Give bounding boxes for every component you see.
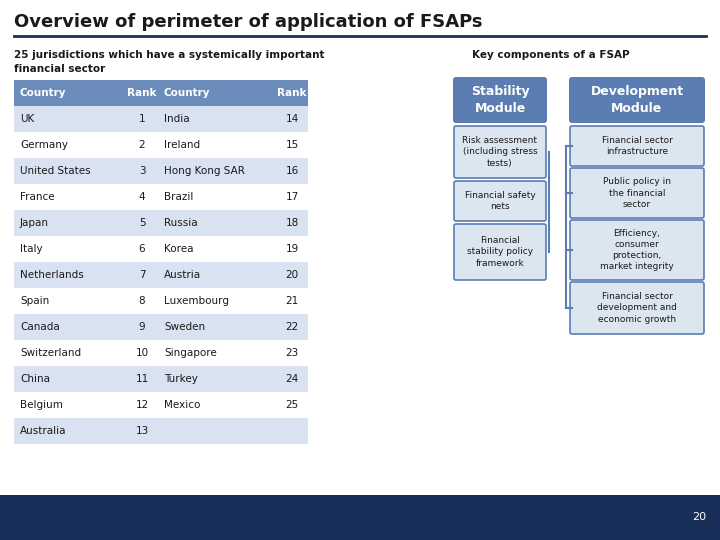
Bar xyxy=(14,184,308,210)
Text: Brazil: Brazil xyxy=(164,192,194,202)
Text: Stability
Module: Stability Module xyxy=(471,85,529,114)
Text: Canada: Canada xyxy=(20,322,60,332)
Text: United States: United States xyxy=(20,166,91,176)
Text: Switzerland: Switzerland xyxy=(20,348,81,358)
Text: 23: 23 xyxy=(285,348,299,358)
Text: Mexico: Mexico xyxy=(164,400,200,410)
Text: Financial sector
development and
economic growth: Financial sector development and economi… xyxy=(597,292,677,323)
Text: 15: 15 xyxy=(285,140,299,150)
Text: Rank: Rank xyxy=(127,88,157,98)
Text: Financial
stability policy
framework: Financial stability policy framework xyxy=(467,237,533,268)
FancyBboxPatch shape xyxy=(454,224,546,280)
Text: India: India xyxy=(164,114,189,124)
Text: 22: 22 xyxy=(285,322,299,332)
Text: Japan: Japan xyxy=(20,218,49,228)
Text: 4: 4 xyxy=(139,192,145,202)
Text: 25 jurisdictions which have a systemically important
financial sector: 25 jurisdictions which have a systemical… xyxy=(14,50,325,74)
FancyBboxPatch shape xyxy=(570,282,704,334)
Text: Australia: Australia xyxy=(20,426,66,436)
Text: 18: 18 xyxy=(285,218,299,228)
FancyBboxPatch shape xyxy=(454,181,546,221)
Text: 11: 11 xyxy=(135,374,148,384)
Text: Ireland: Ireland xyxy=(164,140,200,150)
Text: Country: Country xyxy=(20,88,66,98)
Text: Key components of a FSAP: Key components of a FSAP xyxy=(472,50,629,60)
Bar xyxy=(14,80,308,106)
FancyBboxPatch shape xyxy=(570,126,704,166)
FancyBboxPatch shape xyxy=(570,220,704,280)
Text: 12: 12 xyxy=(135,400,148,410)
Text: 25: 25 xyxy=(285,400,299,410)
Bar xyxy=(14,314,308,340)
Text: Development
Module: Development Module xyxy=(590,85,683,114)
Text: Luxembourg: Luxembourg xyxy=(164,296,229,306)
Text: Germany: Germany xyxy=(20,140,68,150)
Text: France: France xyxy=(20,192,55,202)
Text: China: China xyxy=(20,374,50,384)
Text: Belgium: Belgium xyxy=(20,400,63,410)
Text: Hong Kong SAR: Hong Kong SAR xyxy=(164,166,245,176)
Text: 14: 14 xyxy=(285,114,299,124)
Text: 19: 19 xyxy=(285,244,299,254)
Text: Public policy in
the financial
sector: Public policy in the financial sector xyxy=(603,178,671,208)
Text: 16: 16 xyxy=(285,166,299,176)
FancyBboxPatch shape xyxy=(454,126,546,178)
FancyBboxPatch shape xyxy=(453,77,547,123)
Text: 8: 8 xyxy=(139,296,145,306)
FancyBboxPatch shape xyxy=(569,77,705,123)
Text: Risk assessment
(including stress
tests): Risk assessment (including stress tests) xyxy=(462,137,538,167)
Bar xyxy=(14,262,308,288)
Bar xyxy=(14,132,308,158)
Text: 9: 9 xyxy=(139,322,145,332)
Text: Austria: Austria xyxy=(164,270,201,280)
Text: 2: 2 xyxy=(139,140,145,150)
Text: Netherlands: Netherlands xyxy=(20,270,84,280)
Text: Russia: Russia xyxy=(164,218,197,228)
Bar xyxy=(14,106,308,132)
Text: 20: 20 xyxy=(285,270,299,280)
Text: UK: UK xyxy=(20,114,35,124)
Bar xyxy=(14,340,308,366)
Text: Turkey: Turkey xyxy=(164,374,198,384)
Text: 6: 6 xyxy=(139,244,145,254)
Text: Singapore: Singapore xyxy=(164,348,217,358)
Bar xyxy=(14,288,308,314)
Text: 10: 10 xyxy=(135,348,148,358)
Bar xyxy=(14,158,308,184)
Text: Korea: Korea xyxy=(164,244,194,254)
Text: Country: Country xyxy=(164,88,210,98)
Text: 1: 1 xyxy=(139,114,145,124)
Text: Italy: Italy xyxy=(20,244,42,254)
Bar xyxy=(14,366,308,392)
Text: Rank: Rank xyxy=(277,88,307,98)
Bar xyxy=(0,495,720,540)
Text: Efficiency,
consumer
protection,
market integrity: Efficiency, consumer protection, market … xyxy=(600,229,674,271)
Text: Financial sector
infrastructure: Financial sector infrastructure xyxy=(602,136,672,156)
Text: 24: 24 xyxy=(285,374,299,384)
Text: 17: 17 xyxy=(285,192,299,202)
Text: Financial safety
nets: Financial safety nets xyxy=(464,191,536,211)
Text: 13: 13 xyxy=(135,426,148,436)
Bar xyxy=(14,236,308,262)
Text: 20: 20 xyxy=(692,512,706,523)
FancyBboxPatch shape xyxy=(570,168,704,218)
Text: 3: 3 xyxy=(139,166,145,176)
Text: Overview of perimeter of application of FSAPs: Overview of perimeter of application of … xyxy=(14,13,482,31)
Text: Sweden: Sweden xyxy=(164,322,205,332)
Text: Spain: Spain xyxy=(20,296,49,306)
Text: 7: 7 xyxy=(139,270,145,280)
Bar xyxy=(14,392,308,418)
Text: 21: 21 xyxy=(285,296,299,306)
Bar xyxy=(14,210,308,236)
Text: 5: 5 xyxy=(139,218,145,228)
Bar xyxy=(14,418,308,444)
